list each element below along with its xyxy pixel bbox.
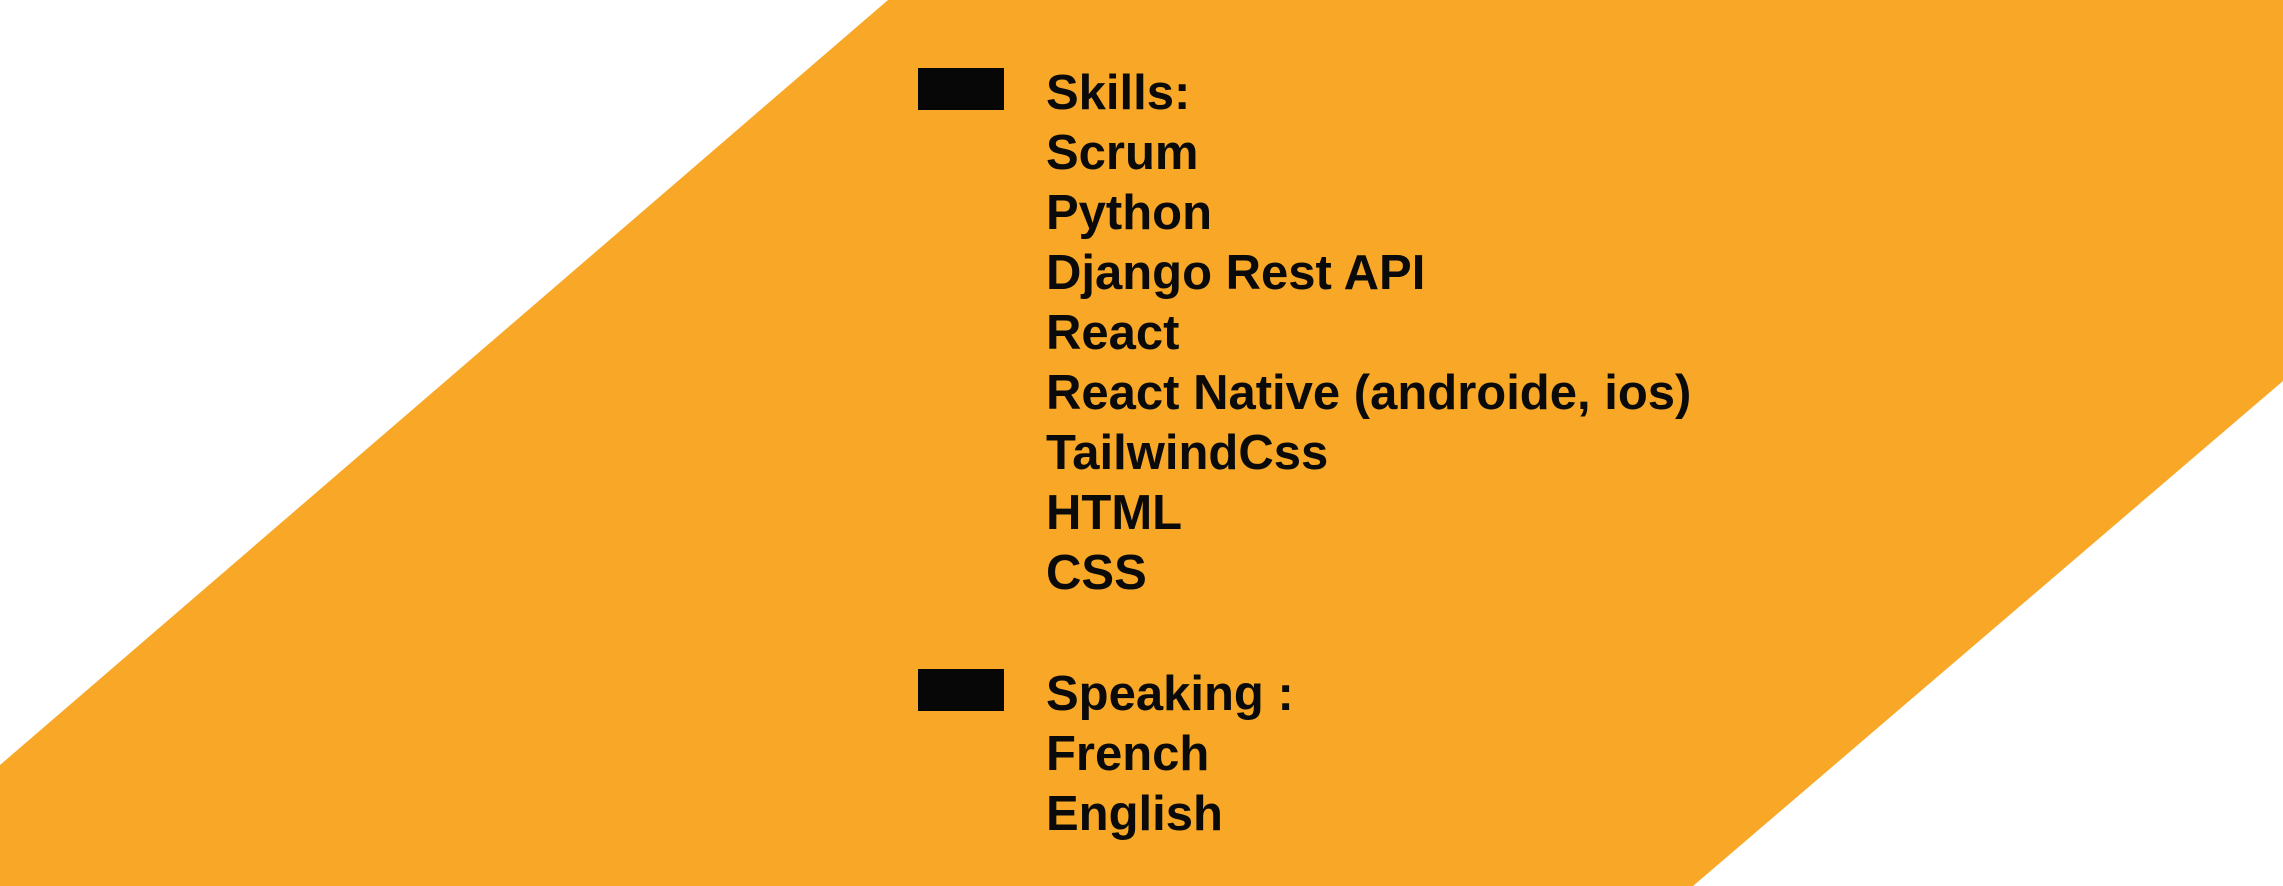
speaking-list: Speaking : French English — [1046, 664, 1294, 844]
skill-item-react-native: React Native (androide, ios) — [1046, 366, 1692, 420]
language-item-french: French — [1046, 727, 1210, 781]
skill-item-python: Python — [1046, 186, 1213, 240]
skill-item-tailwindcss: TailwindCss — [1046, 426, 1329, 480]
skill-item-html: HTML — [1046, 486, 1183, 540]
skill-item-django: Django Rest API — [1046, 246, 1426, 300]
speaking-bullet-marker — [918, 669, 1004, 711]
skill-item-scrum: Scrum — [1046, 126, 1199, 180]
skills-bullet-marker — [918, 68, 1004, 110]
skills-list: Skills: Scrum Python Django Rest API Rea… — [1046, 63, 1691, 603]
skill-item-react: React — [1046, 306, 1180, 360]
language-item-english: English — [1046, 787, 1223, 841]
skill-item-css: CSS — [1046, 546, 1147, 600]
skills-heading: Skills: — [1046, 66, 1191, 120]
speaking-heading: Speaking : — [1046, 667, 1294, 721]
